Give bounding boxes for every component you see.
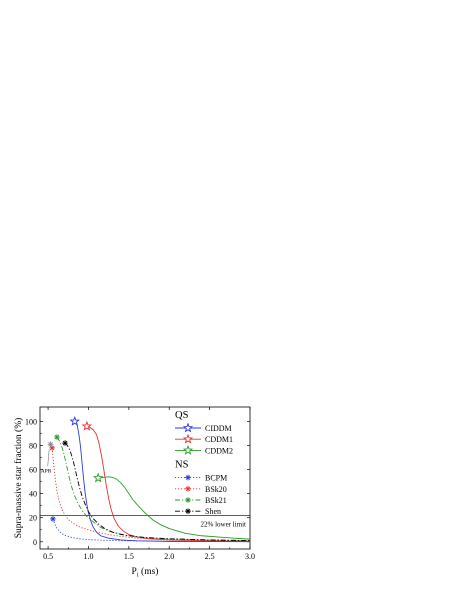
series-line-bsk20 bbox=[51, 447, 250, 542]
annotation-label: APR bbox=[41, 468, 52, 474]
series-marker-apr bbox=[47, 441, 54, 448]
legend-marker-shen bbox=[185, 508, 191, 514]
x-tick-label: 1.5 bbox=[124, 552, 134, 561]
legend-group-title: NS bbox=[175, 460, 189, 471]
series-line-cddm1 bbox=[86, 425, 250, 542]
annotation-arrow bbox=[47, 449, 50, 467]
x-tick-label: 2.5 bbox=[205, 552, 215, 561]
x-axis-label: Pi (ms) bbox=[132, 566, 159, 579]
legend-group-title: QS bbox=[175, 410, 189, 421]
series-marker-bsk21 bbox=[54, 434, 60, 440]
y-tick-label: 100 bbox=[25, 417, 37, 426]
x-tick-label: 3.0 bbox=[245, 552, 255, 561]
y-tick-label: 0 bbox=[33, 538, 37, 547]
x-tick-label: 1.0 bbox=[83, 552, 93, 561]
legend-label-bcpm: BCPM bbox=[205, 474, 227, 483]
legend-label-cddm1: CDDM1 bbox=[205, 435, 233, 444]
legend-label-shen: Shen bbox=[205, 507, 221, 516]
reference-line-label: 22% lower limit bbox=[201, 520, 247, 528]
plot-area: 0.5 1.0 1.5 2.0 2.5 3.0 0 20 40 60 80 100 Pi (ms) Sup… bbox=[13, 406, 255, 579]
legend-label-ciddm: CIDDM bbox=[205, 424, 232, 433]
series-marker-shen bbox=[62, 440, 68, 446]
series-marker-cddm2 bbox=[92, 472, 104, 483]
legend-label-bsk20: BSk20 bbox=[205, 485, 227, 494]
legend-marker-cddm1 bbox=[182, 433, 194, 444]
series-marker-cddm1 bbox=[81, 420, 93, 431]
series-marker-ciddm bbox=[69, 415, 80, 426]
x-tick-label: 2.0 bbox=[164, 552, 174, 561]
legend-label-bsk21: BSk21 bbox=[205, 496, 227, 505]
series-line-shen bbox=[64, 442, 250, 542]
legend-marker-bsk21 bbox=[185, 497, 191, 503]
x-tick-label: 0.5 bbox=[43, 552, 53, 561]
y-tick-label: 60 bbox=[29, 466, 37, 475]
legend-marker-bcpm bbox=[185, 474, 191, 481]
plot-frame bbox=[39, 406, 251, 550]
legend: QS CIDDM CDDM1 CDDM2 NS BCPM BSk20 BSk21 Shen bbox=[175, 410, 233, 516]
y-axis-label: Supra-massive star fraction (%) bbox=[13, 418, 24, 539]
series-line-bcpm bbox=[52, 518, 250, 542]
y-tick-label: 40 bbox=[29, 490, 37, 499]
series-marker-bcpm bbox=[50, 516, 56, 522]
legend-label-cddm2: CDDM2 bbox=[205, 446, 233, 455]
legend-marker-cddm2 bbox=[182, 444, 194, 455]
y-tick-label: 80 bbox=[29, 442, 37, 451]
legend-marker-ciddm bbox=[182, 422, 194, 433]
series-line-cddm2 bbox=[98, 476, 250, 540]
y-tick-label: 20 bbox=[29, 514, 37, 523]
series-line-ciddm bbox=[74, 421, 250, 543]
legend-marker-bsk20 bbox=[185, 486, 191, 492]
